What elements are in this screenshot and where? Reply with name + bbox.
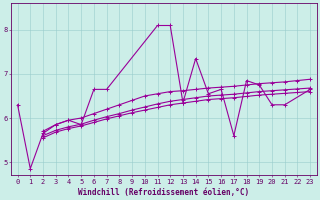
X-axis label: Windchill (Refroidissement éolien,°C): Windchill (Refroidissement éolien,°C) [78, 188, 249, 197]
